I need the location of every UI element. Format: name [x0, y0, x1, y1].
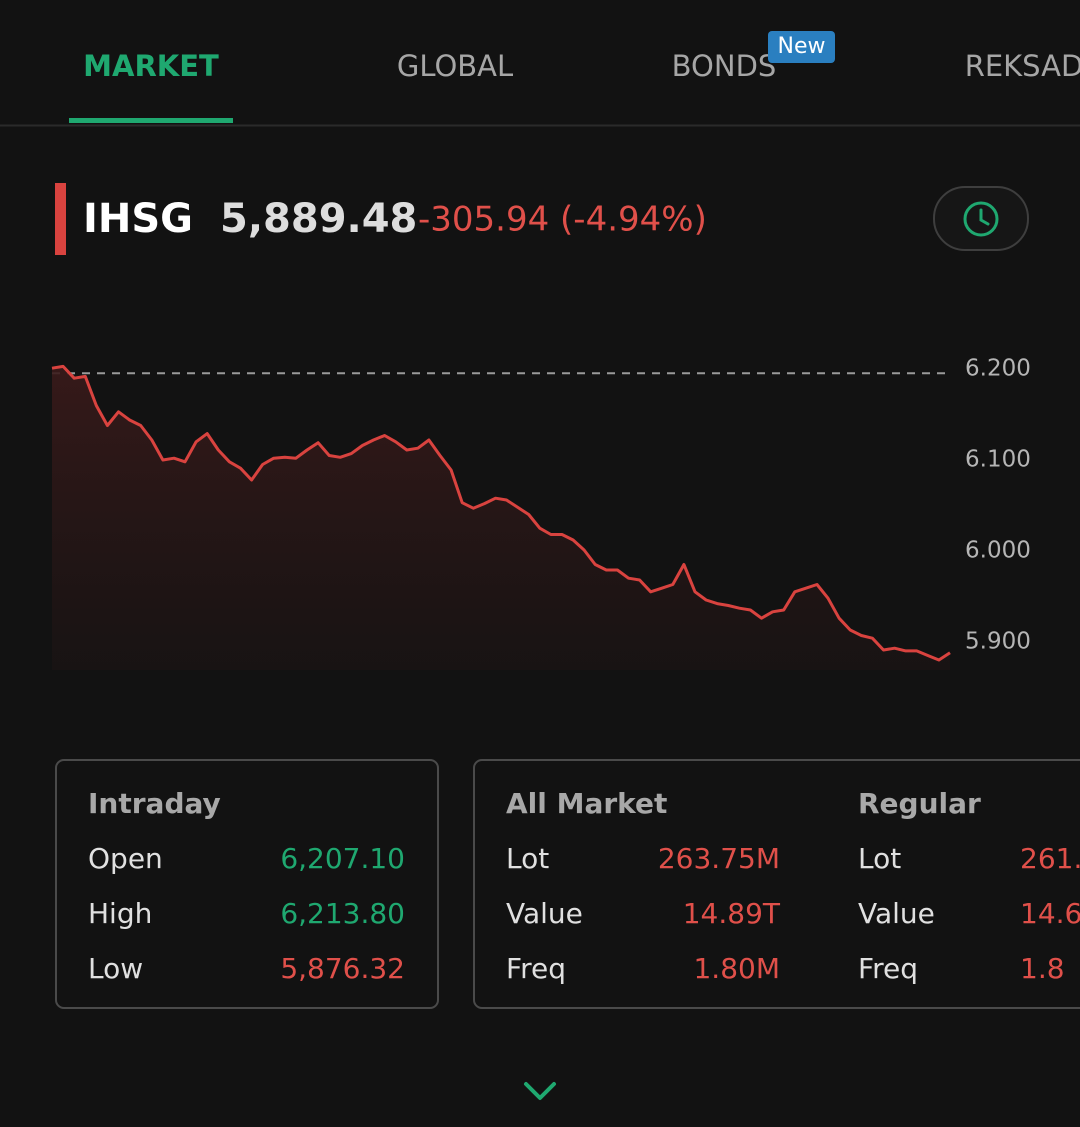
card — [55, 759, 439, 1009]
stats-value: 6,207.10 — [280, 842, 405, 875]
tab[interactable]: REKSAD — [965, 49, 1080, 83]
stats-value: 6,213.80 — [280, 897, 405, 930]
stats-value: 261.1 — [1020, 842, 1080, 875]
clock-icon — [963, 201, 999, 237]
stats-label: Value — [506, 897, 583, 930]
tab[interactable]: MARKET — [69, 49, 233, 123]
badge-label: New — [778, 34, 826, 59]
stats-label: High — [88, 897, 152, 930]
stats-title: All Market — [506, 787, 667, 820]
y-tick-label: 5.900 — [965, 628, 1031, 654]
history-button[interactable] — [933, 186, 1029, 251]
tab[interactable]: GLOBAL — [397, 49, 513, 83]
y-tick-label: 6.000 — [965, 537, 1031, 563]
index-name: IHSG — [83, 196, 193, 242]
stats-label: Open — [88, 842, 163, 875]
tab-indicator — [69, 118, 233, 123]
y-tick-label: 6.200 — [965, 356, 1031, 382]
tab-label: MARKET — [83, 49, 219, 83]
clock-hands — [979, 208, 990, 226]
price-line — [51, 364, 951, 662]
chart: 6.200 6.100 6.000 5.900 — [51, 356, 1031, 670]
stats-cards: Intraday Open 6,207.10 High 6,213.80 Low 5,876… — [55, 759, 1080, 1009]
stats-value: 1.80M — [693, 952, 780, 985]
area-fill — [52, 366, 950, 670]
badge — [768, 31, 835, 63]
stats-label: Value — [858, 897, 935, 930]
index-value: 5,889.48 — [220, 196, 417, 242]
stats-value: 14.6 — [1020, 897, 1080, 930]
stats-value: 1.8 — [1020, 952, 1065, 985]
stats-label: Freq — [506, 952, 566, 985]
index-change: -305.94 (-4.94%) — [418, 200, 707, 240]
stats-label: Low — [88, 952, 143, 985]
stats-label: Freq — [858, 952, 918, 985]
stats-title: Intraday — [88, 787, 221, 820]
stats-label: Lot — [506, 842, 549, 875]
tab-label: GLOBAL — [397, 49, 513, 83]
y-tick-label: 6.100 — [965, 447, 1031, 473]
stats-value: 14.89T — [683, 897, 781, 930]
tab-label: BONDS — [672, 49, 777, 83]
stats-title: Regular — [858, 787, 981, 820]
tab-label: REKSAD — [965, 49, 1080, 83]
stats-label: Lot — [858, 842, 901, 875]
expand-chevron[interactable] — [524, 1082, 556, 1100]
stats-value: 263.75M — [658, 842, 780, 875]
card — [473, 759, 1080, 1009]
index-marker — [55, 183, 66, 255]
stats-value: 5,876.32 — [280, 952, 405, 985]
